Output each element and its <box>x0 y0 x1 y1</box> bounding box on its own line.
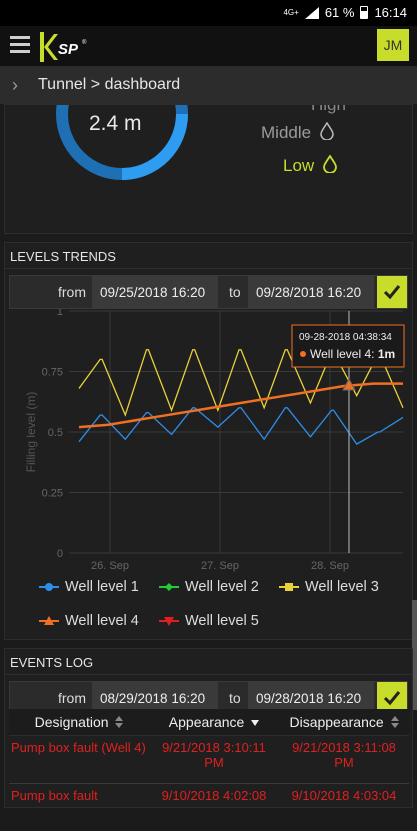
legend-item-well-5[interactable]: Well level 5 <box>159 613 259 629</box>
sort-desc-icon <box>251 719 260 726</box>
legend-marker-diamond-icon <box>159 583 179 591</box>
trend-date-range: from 09/25/2018 16:20 to 09/28/2018 16:2… <box>9 275 408 309</box>
y-tick-label: 1 <box>57 309 63 318</box>
cell-disappearance: 9/10/2018 4:03:04 <box>279 782 409 831</box>
level-gauge <box>56 105 188 180</box>
from-label: from <box>58 690 86 706</box>
clock: 16:14 <box>374 5 407 20</box>
apply-range-button[interactable] <box>377 276 407 308</box>
drop-icon <box>323 155 337 173</box>
user-avatar[interactable]: JM <box>377 29 409 61</box>
hover-marker <box>342 377 356 391</box>
legend-label: Well level 1 <box>65 579 139 595</box>
trend-to-input[interactable]: 09/28/2018 16:20 <box>248 276 374 308</box>
column-disappearance[interactable]: Disappearance <box>279 709 409 736</box>
svg-text:SP: SP <box>58 41 79 58</box>
y-tick-label: 0.75 <box>42 367 63 379</box>
check-icon <box>383 691 401 706</box>
legend-label: Well level 2 <box>185 579 259 595</box>
breadcrumb-text: Tunnel > dashboard <box>38 76 181 93</box>
events-log-panel: EVENTS LOG from 08/29/2018 16:20 to 09/2… <box>4 648 413 831</box>
y-tick-label: 0.5 <box>48 427 63 439</box>
level-low: Low <box>283 155 337 176</box>
signal-icon <box>304 6 319 19</box>
level-high: High <box>311 104 346 114</box>
status-bar: 4G+ 61 % 16:14 <box>0 0 417 26</box>
sort-icon <box>390 715 399 728</box>
legend-marker-square-icon <box>279 583 299 591</box>
to-label: to <box>229 690 241 706</box>
from-label: from <box>58 284 86 300</box>
level-middle: Middle <box>261 122 334 143</box>
legend-marker-circle-icon <box>39 583 59 591</box>
legend-marker-triangle-down-icon <box>159 617 179 626</box>
legend-item-well-4[interactable]: Well level 4 <box>39 613 139 629</box>
chart-tooltip: 09-28-2018 04:38:34 Well level 4: 1m <box>291 324 405 368</box>
x-tick-label: 27. Sep <box>201 560 239 572</box>
menu-icon[interactable] <box>10 36 30 54</box>
column-appearance[interactable]: Appearance <box>149 709 279 736</box>
events-table: Designation Appearance Disappearance Pum… <box>9 709 409 831</box>
events-from-input[interactable]: 08/29/2018 16:20 <box>92 682 218 714</box>
y-axis-label: Filling level (m) <box>24 392 38 473</box>
drop-outline-icon <box>320 122 334 140</box>
svg-text:®: ® <box>82 39 87 46</box>
table-row[interactable]: Pump box fault 9/10/2018 4:02:08 9/10/20… <box>9 782 409 831</box>
apply-events-range-button[interactable] <box>377 682 407 714</box>
cell-appearance: 9/10/2018 4:02:08 <box>149 782 279 831</box>
trend-from-input[interactable]: 09/25/2018 16:20 <box>92 276 218 308</box>
cell-designation: Pump box fault <box>9 782 149 831</box>
trend-chart[interactable]: 0 0.25 0.5 0.75 1 26. Sep 27. Sep 28. Sep Fillin… <box>5 306 414 574</box>
column-designation[interactable]: Designation <box>9 709 149 736</box>
cell-appearance: 9/21/2018 3:10:11 PM <box>149 734 279 783</box>
y-tick-label: 0 <box>57 548 63 560</box>
y-tick-label: 0.25 <box>42 488 63 500</box>
x-tick-label: 26. Sep <box>91 560 129 572</box>
top-app-bar: SP ® JM <box>0 26 417 66</box>
tooltip-series: Well level 4: 1m <box>310 347 395 361</box>
breadcrumb: › Tunnel > dashboard <box>0 66 417 104</box>
legend-label: Well level 3 <box>305 579 379 595</box>
series-line-well-1 <box>78 407 404 445</box>
tooltip-dot-icon <box>300 351 306 357</box>
sort-icon <box>115 715 124 728</box>
tooltip-timestamp: 09-28-2018 04:38:34 <box>299 332 392 343</box>
level-gauge-panel: 2.4 m High Middle Low <box>4 104 413 234</box>
cell-designation: Pump box fault (Well 4) <box>9 734 149 783</box>
scrollbar[interactable] <box>412 600 417 710</box>
section-title-trends: LEVELS TRENDS <box>5 243 412 269</box>
levels-trends-panel: LEVELS TRENDS from 09/25/2018 16:20 to 0… <box>4 242 413 640</box>
section-title-events: EVENTS LOG <box>5 649 412 675</box>
tooltip-value: 1m <box>378 347 395 361</box>
ksp-logo: SP ® <box>40 32 87 62</box>
events-to-input[interactable]: 09/28/2018 16:20 <box>248 682 374 714</box>
legend-item-well-2[interactable]: Well level 2 <box>159 579 259 595</box>
battery-percent: 61 % <box>324 5 355 20</box>
network-indicator: 4G+ <box>283 7 299 17</box>
to-label: to <box>229 284 241 300</box>
legend-label: Well level 4 <box>65 613 139 629</box>
x-tick-label: 28. Sep <box>311 560 349 572</box>
table-row[interactable]: Pump box fault (Well 4) 9/21/2018 3:10:1… <box>9 734 409 783</box>
battery-icon <box>360 6 369 19</box>
cell-disappearance: 9/21/2018 3:11:08 PM <box>279 734 409 783</box>
gauge-value: 2.4 m <box>89 112 142 135</box>
table-header-row: Designation Appearance Disappearance <box>9 709 409 736</box>
trend-chart-svg: 0 0.25 0.5 0.75 1 26. Sep 27. Sep 28. Sep Fillin… <box>24 306 405 572</box>
legend-label: Well level 5 <box>185 613 259 629</box>
legend-item-well-1[interactable]: Well level 1 <box>39 579 139 595</box>
legend-item-well-3[interactable]: Well level 3 <box>279 579 379 595</box>
legend-marker-triangle-icon <box>39 616 59 625</box>
chevron-right-icon[interactable]: › <box>12 74 18 95</box>
check-icon <box>383 285 401 300</box>
tooltip-box <box>291 324 405 368</box>
series-line-well-3 <box>78 349 404 417</box>
